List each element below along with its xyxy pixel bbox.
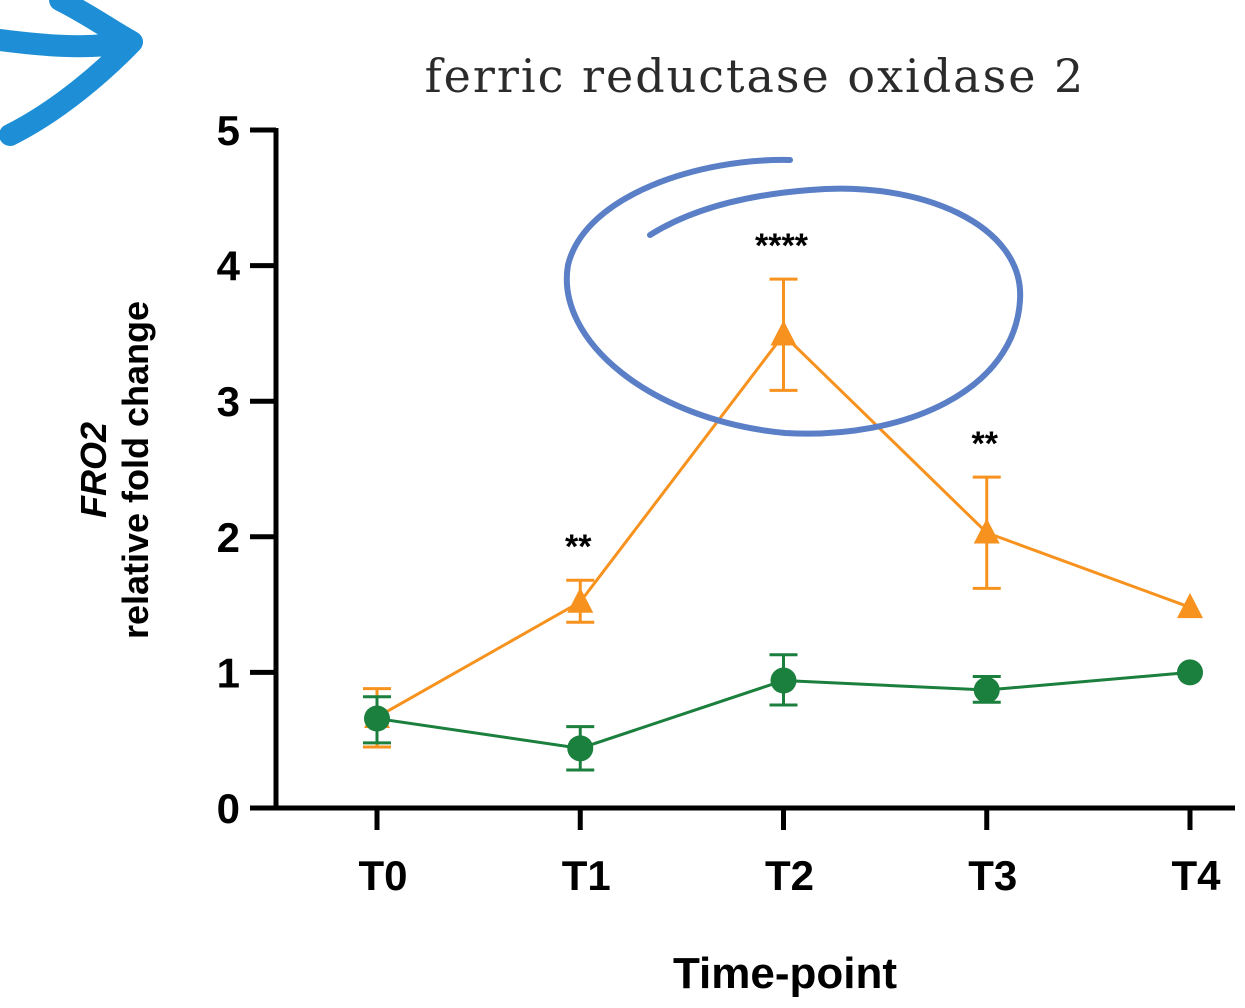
highlight-circle: [563, 156, 1024, 437]
x-tick-label: T2: [765, 852, 814, 899]
series-circle: [363, 653, 1203, 772]
x-tick-label: T1: [562, 852, 611, 899]
data-point: [770, 667, 797, 694]
y-axis-label: FRO2 relative fold change: [73, 301, 156, 639]
x-tick-label: T0: [358, 852, 407, 899]
data-point: [567, 587, 594, 613]
data-point: [973, 518, 1000, 544]
x-ticks: T0 T1 T2 T3 T4: [358, 808, 1221, 899]
series-layer: [363, 277, 1203, 772]
significance-label: **: [972, 425, 999, 463]
data-point: [770, 320, 797, 346]
significance-label: ****: [755, 227, 809, 265]
x-tick-label: T3: [968, 852, 1017, 899]
axes: [273, 128, 1235, 811]
y-tick-label: 0: [217, 785, 240, 832]
data-point: [1177, 659, 1203, 686]
data-point: [567, 735, 594, 762]
data-point: [1177, 592, 1203, 619]
y-axis-label-gene: FRO2: [73, 422, 114, 518]
significance-label: **: [565, 528, 592, 566]
significance-annotations: ********: [565, 227, 999, 566]
y-tick-label: 3: [217, 378, 240, 425]
x-tick-label: T4: [1171, 852, 1221, 899]
y-tick-label: 5: [217, 107, 240, 154]
data-point: [973, 677, 1000, 704]
y-ticks: 0 1 2 3 4 5: [217, 107, 276, 832]
y-axis-label-desc: relative fold change: [115, 301, 156, 639]
hand-drawn-arrow-icon: [0, 0, 143, 146]
y-tick-label: 4: [217, 243, 241, 290]
data-point: [364, 705, 390, 732]
y-tick-label: 2: [217, 514, 240, 561]
chart-title: ferric reductase oxidase 2: [425, 49, 1086, 103]
x-axis-label: Time-point: [673, 949, 897, 998]
y-tick-label: 1: [217, 649, 240, 696]
